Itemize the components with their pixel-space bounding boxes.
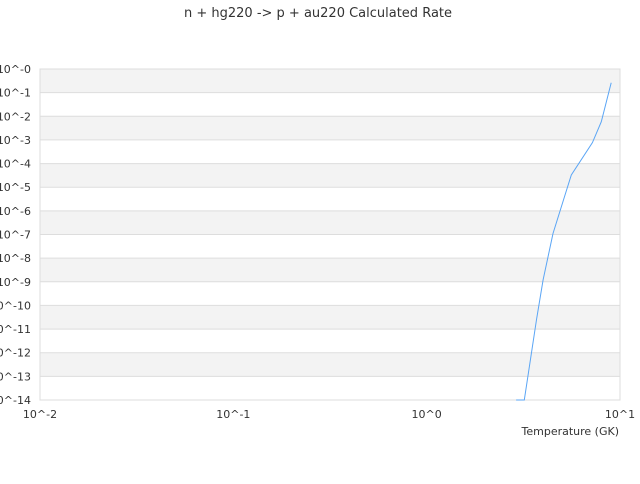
chart-title: n + hg220 -> p + au220 Calculated Rate (184, 6, 452, 21)
y-tick-label: 10^-11 (0, 323, 31, 336)
y-axis: 10^-0 10^-1 10^-2 10^-3 10^-4 10^-5 10^-6 10^-7… (0, 63, 31, 407)
y-tick-label: 10^-5 (0, 181, 31, 194)
grid-band (40, 187, 620, 211)
grid-band (40, 234, 620, 259)
grid-band (40, 376, 620, 400)
grid-band (40, 210, 620, 235)
y-tick-label: 10^-0 (0, 63, 31, 76)
grid-band (40, 116, 620, 140)
series-layer (516, 82, 612, 401)
y-tick-label: 10^-14 (0, 394, 31, 407)
y-tick-label: 10^-8 (0, 252, 31, 265)
plot-border (39, 68, 621, 401)
grid-band (40, 352, 620, 377)
x-tick-label: 10^1 (605, 408, 635, 421)
x-tick-label: 10^-1 (216, 408, 250, 421)
y-tick-label: 10^-9 (0, 276, 31, 289)
x-axis-label: Temperature (GK) (521, 425, 620, 438)
grid-band (40, 305, 620, 330)
y-tick-label: 10^-13 (0, 370, 31, 383)
y-tick-label: 10^-2 (0, 110, 31, 123)
y-tick-label: 10^-4 (0, 158, 31, 171)
y-tick-label: 10^-10 (0, 299, 31, 312)
y-tick-label: 10^-6 (0, 205, 31, 218)
y-tick-label: 10^-7 (0, 229, 31, 242)
y-tick-label: 10^-12 (0, 347, 31, 360)
x-axis: 10^-2 10^-1 10^0 10^1 (23, 408, 635, 421)
grid-band (40, 139, 620, 164)
grid-band (40, 163, 620, 188)
y-tick-label: 10^-1 (0, 87, 31, 100)
x-tick-label: 10^-2 (23, 408, 57, 421)
grid-band (40, 281, 620, 306)
grid-band (40, 69, 620, 93)
series-line (516, 82, 612, 401)
grid-bands (39, 68, 621, 401)
x-tick-label: 10^0 (412, 408, 442, 421)
grid-band (40, 329, 620, 353)
grid-band (40, 92, 620, 117)
y-tick-label: 10^-3 (0, 134, 31, 147)
grid-band (40, 258, 620, 282)
